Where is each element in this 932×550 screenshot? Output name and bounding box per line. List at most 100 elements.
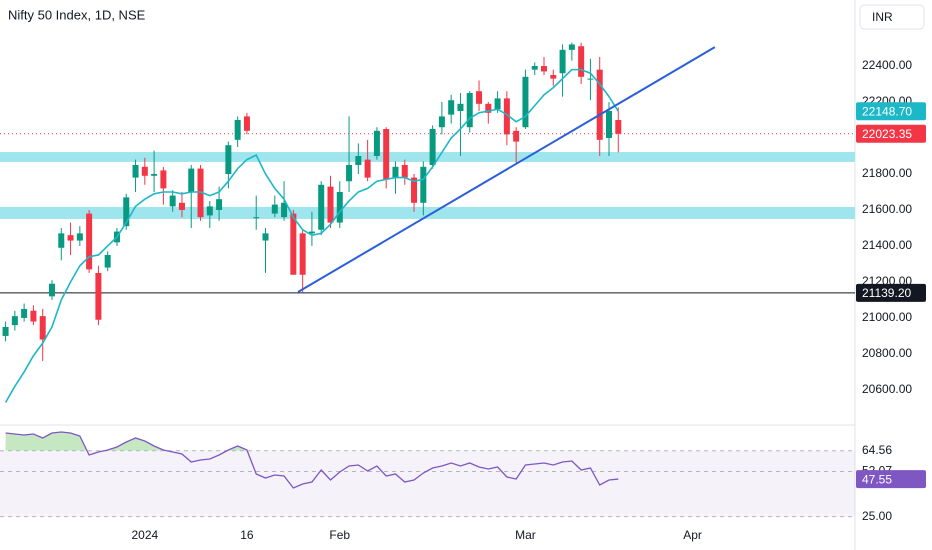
candle-body <box>559 49 566 74</box>
x-tick-label: Mar <box>515 528 536 542</box>
candle-body <box>531 66 538 70</box>
candle-body <box>578 46 585 77</box>
hline-label: 21139.20 <box>862 286 911 300</box>
y-tick-label: 21000.00 <box>862 310 912 324</box>
candle-body <box>596 69 603 140</box>
candle-body <box>392 166 399 178</box>
currency-button-frame[interactable] <box>859 4 925 30</box>
candle-body <box>281 202 288 218</box>
x-tick-label: Feb <box>329 528 350 542</box>
candle-body <box>141 166 148 176</box>
candle-body <box>327 186 334 223</box>
currency-label[interactable]: INR <box>872 10 893 24</box>
candle-body <box>299 233 306 275</box>
y-tick-label: 25.00 <box>862 509 892 523</box>
candle-body <box>605 111 612 139</box>
candle-body <box>411 177 418 203</box>
candle-body <box>485 103 492 113</box>
candle-body <box>48 283 55 297</box>
candle-body <box>503 98 510 135</box>
candle-body <box>615 120 622 134</box>
trend-line <box>297 46 716 293</box>
candle-body <box>457 103 464 112</box>
support-zone <box>0 152 855 162</box>
candle-body <box>225 145 232 174</box>
candle-body <box>420 166 427 203</box>
candle-body <box>11 316 18 326</box>
y-tick-label: 20600.00 <box>862 382 912 396</box>
last-price-label: 22023.35 <box>862 127 912 141</box>
candle-body <box>188 168 195 192</box>
candle-body <box>178 202 185 210</box>
candle-body <box>160 170 167 189</box>
candle-body <box>448 100 455 115</box>
candle-body <box>216 199 223 210</box>
hline-label-box <box>856 283 926 302</box>
candle-body <box>271 204 278 214</box>
candle-body <box>383 129 390 180</box>
candle-body <box>355 156 362 165</box>
support-zone <box>0 206 855 219</box>
candle-body <box>308 231 315 234</box>
candle-body <box>253 217 260 219</box>
rsi-value-label-box <box>856 470 926 489</box>
y-tick-label: 21400.00 <box>862 238 912 252</box>
y-tick-label: 21600.00 <box>862 202 912 216</box>
y-tick-label: 20800.00 <box>862 346 912 360</box>
candle-body <box>234 120 241 140</box>
x-tick-label: 2024 <box>131 528 158 542</box>
candle-body <box>21 308 28 318</box>
candle-body <box>262 233 269 241</box>
candle-body <box>476 91 483 104</box>
candle-body <box>401 164 408 178</box>
candle-body <box>373 130 380 157</box>
candle-body <box>522 76 529 128</box>
candle-body <box>95 272 102 320</box>
candle-body <box>429 129 436 165</box>
y-tick-label: 21800.00 <box>862 166 912 180</box>
candle-body <box>30 310 37 322</box>
ma-value-label-box <box>856 102 926 121</box>
rsi-value-label: 47.55 <box>862 472 892 486</box>
candle-body <box>243 116 250 131</box>
rsi-line <box>5 431 619 489</box>
moving-average <box>4 68 619 403</box>
candle-body <box>346 164 353 182</box>
candle-body <box>550 75 557 79</box>
candle-body <box>76 233 83 241</box>
candle-body <box>39 316 46 340</box>
last-price-label-box <box>856 124 926 143</box>
candle-body <box>318 184 325 230</box>
plot: 20600.0020800.0021000.0021200.0021400.00… <box>0 42 926 542</box>
candle-body <box>151 173 158 176</box>
y-tick-label: 64.56 <box>862 443 892 457</box>
currency-button[interactable]: INR <box>859 4 925 30</box>
candle-body <box>132 164 139 178</box>
candle-body <box>541 66 548 72</box>
candle-body <box>513 130 520 142</box>
x-tick-label: Apr <box>683 528 702 542</box>
candle-body <box>364 159 371 178</box>
candle-body <box>169 195 176 207</box>
candle-body <box>290 213 297 275</box>
candle-body <box>587 78 594 80</box>
candle-body <box>67 235 74 241</box>
candle-body <box>466 93 473 128</box>
x-tick-label: 16 <box>240 528 254 542</box>
ma-value-label: 22148.70 <box>862 104 912 118</box>
candle-body <box>86 213 93 270</box>
candle-body <box>568 44 575 50</box>
candle-body <box>336 191 343 223</box>
candle-body <box>438 116 445 128</box>
candle-body <box>206 206 213 216</box>
chart-title: Nifty 50 Index, 1D, NSE <box>8 7 146 22</box>
candle-body <box>123 197 130 227</box>
candle-body <box>58 233 65 248</box>
candle-body <box>2 326 9 336</box>
rsi-band <box>0 450 855 517</box>
candle-body <box>494 98 501 110</box>
candle-body <box>104 254 111 268</box>
y-tick-label: 22400.00 <box>862 58 912 72</box>
